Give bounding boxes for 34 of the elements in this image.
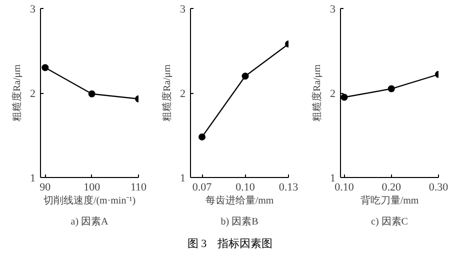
x-tick-label: 90 [40, 182, 52, 194]
point [340, 94, 348, 101]
text: c) 因素C [371, 216, 408, 228]
point [242, 72, 249, 80]
y-axis-title: 粗糙度Ra/μm [161, 64, 173, 122]
caption: 图 3 指标因素图 [187, 237, 273, 252]
y-tick-label: 1 [180, 172, 186, 184]
y-tick-label: 3 [180, 4, 186, 16]
y-tick-label: 3 [330, 4, 336, 16]
x-axis-title: 背吃刀量/mm [360, 194, 419, 206]
y-tick-label: 3 [30, 4, 36, 16]
x-tick-label: 0.10 [236, 182, 256, 194]
x-axis-title: 切削线速度/(m·min⁻¹) [43, 194, 136, 206]
text: a) 因素A [70, 216, 110, 228]
y-tick-label: 2 [30, 88, 36, 100]
x-axis-title: 每齿进给量/mm [205, 194, 274, 206]
y-tick-label: 2 [330, 88, 336, 100]
y-tick-label: 2 [180, 88, 186, 100]
y-tick-label: 1 [30, 172, 36, 184]
point [42, 64, 49, 72]
point [88, 90, 96, 98]
x-tick-label: 0.10 [334, 182, 354, 194]
x-tick-label: 0.13 [278, 182, 299, 194]
text: b) 因素B [220, 216, 259, 228]
x-tick-label: 0.20 [382, 182, 402, 194]
y-tick-label: 1 [330, 172, 336, 184]
x-tick-label: 0.07 [192, 182, 212, 194]
y-axis-title: 粗糙度Ra/μm [311, 64, 323, 122]
x-tick-label: 100 [84, 182, 101, 194]
y-axis-title: 粗糙度Ra/μm [11, 64, 23, 122]
x-tick-label: 110 [130, 182, 148, 194]
x-tick-label: 0.30 [428, 182, 449, 194]
point [198, 133, 206, 140]
point [388, 85, 395, 92]
